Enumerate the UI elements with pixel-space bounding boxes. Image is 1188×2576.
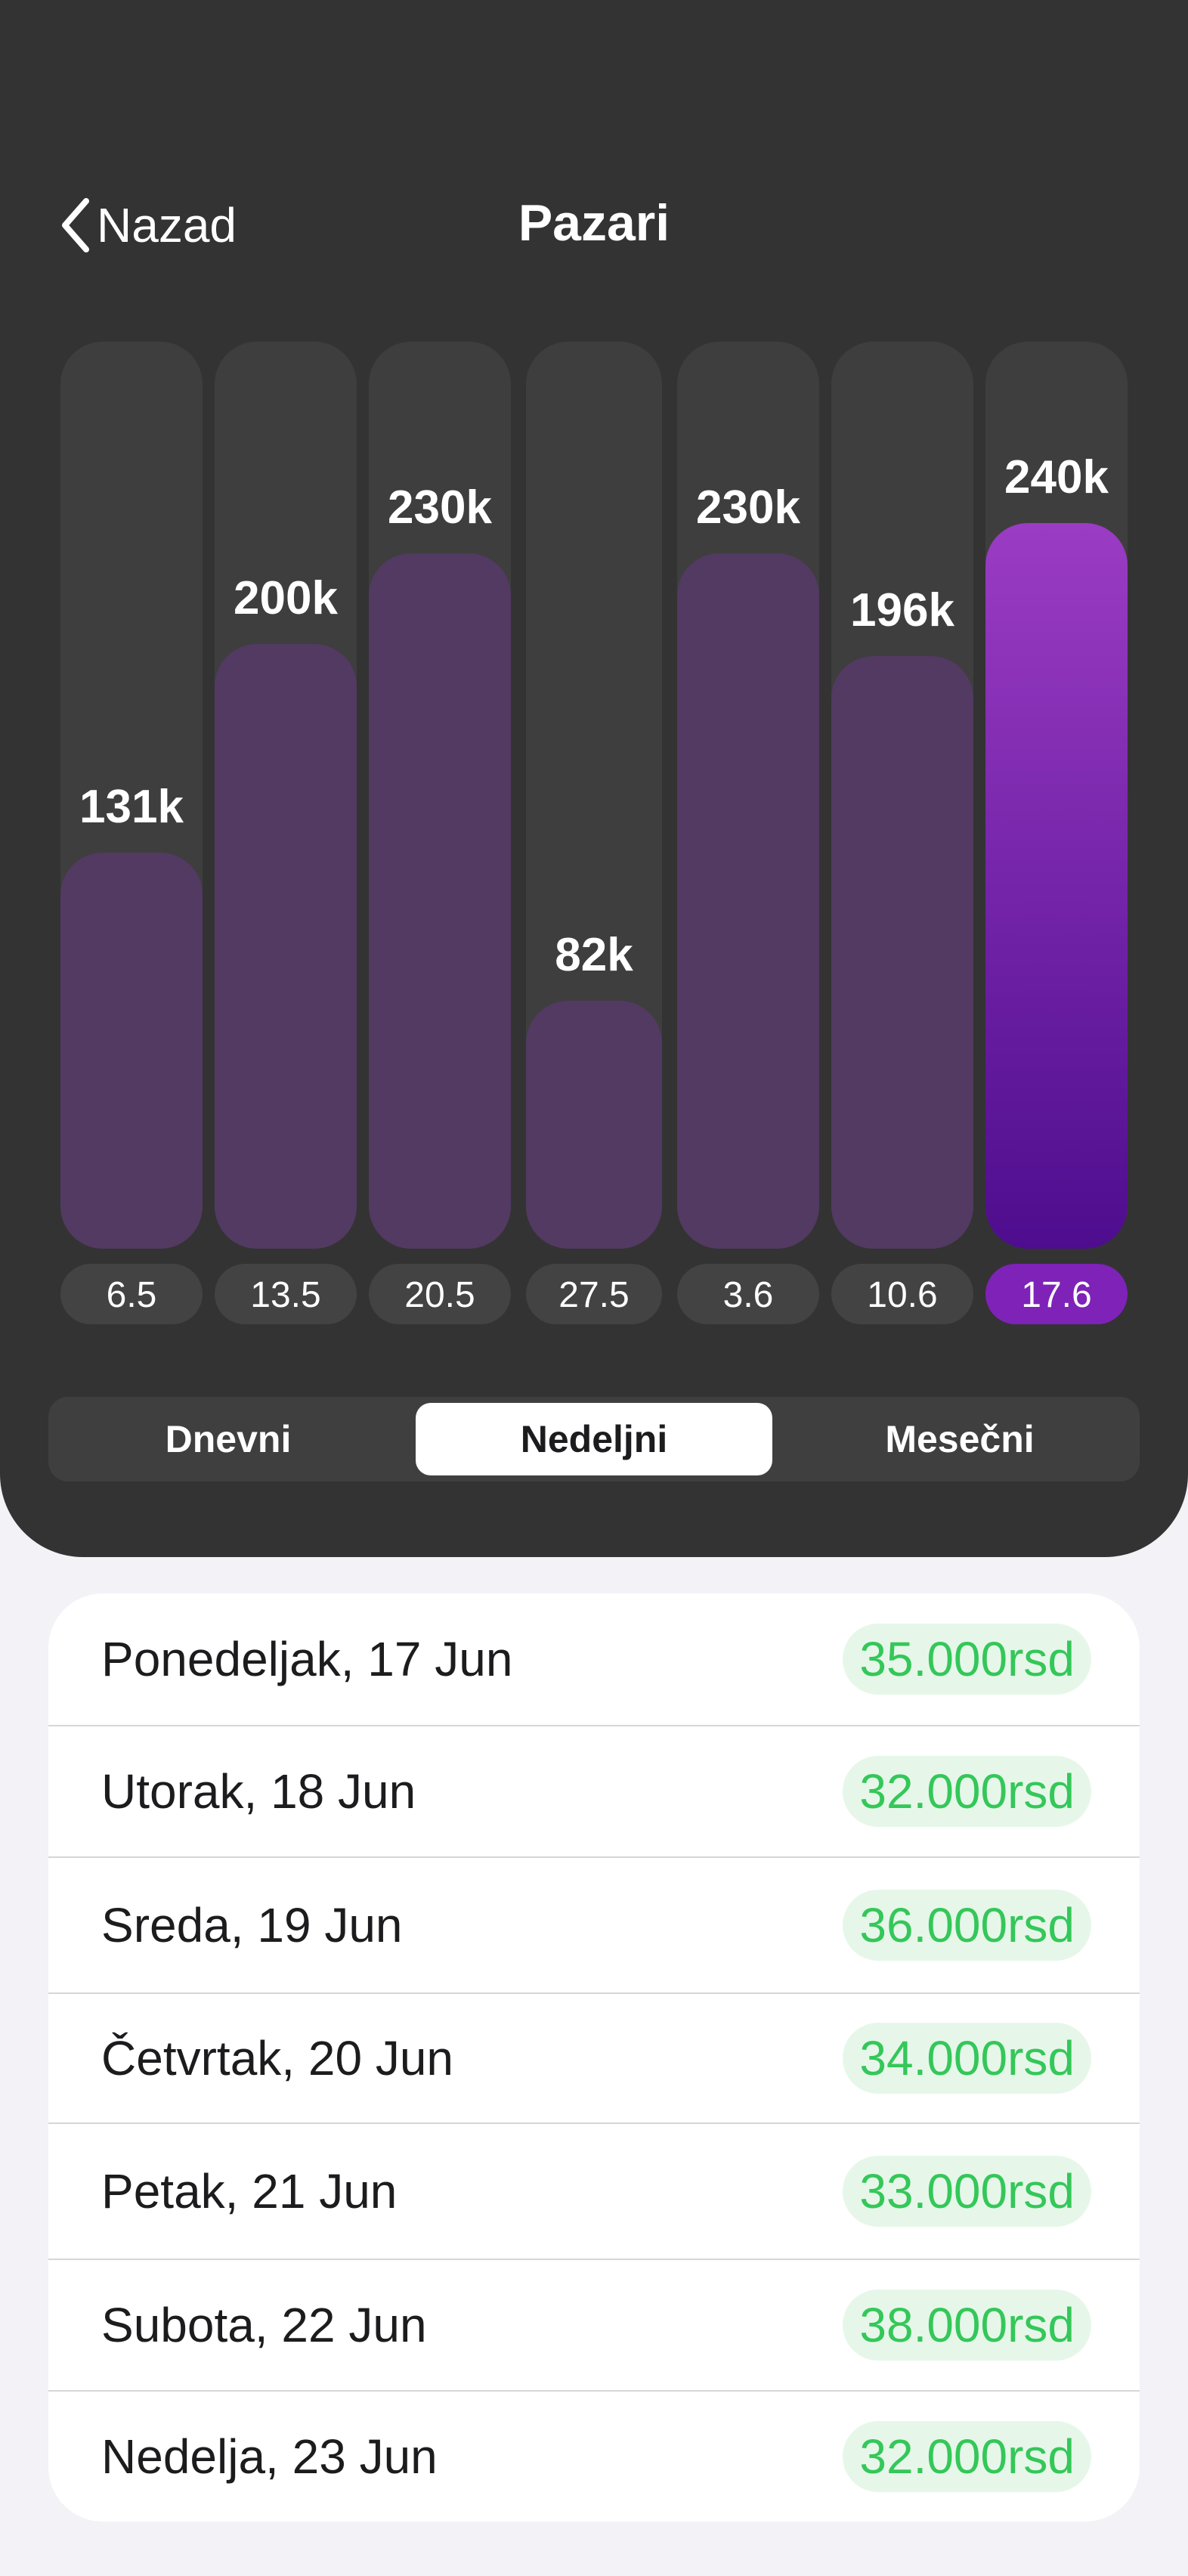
row-date: Četvrtak, 20 Jun bbox=[101, 2031, 453, 2085]
row-date: Nedelja, 23 Jun bbox=[101, 2429, 438, 2484]
tick-pill bbox=[60, 1264, 203, 1324]
row-date: Utorak, 18 Jun bbox=[101, 1764, 416, 1819]
weekly-bar-chart: 131k 6.5 200k 13.5 230k 20.5 82k 27.5 230k 3.6 196… bbox=[60, 342, 1128, 1324]
bar-value-label: 200k bbox=[234, 572, 338, 624]
segment-mesecni[interactable]: Mesečni bbox=[885, 1418, 1035, 1460]
x-tick-label: 20.5 bbox=[404, 1275, 475, 1315]
bar-value-label: 230k bbox=[696, 481, 800, 534]
bar-value-label: 131k bbox=[79, 781, 184, 833]
divider bbox=[48, 1992, 1140, 1994]
bar-value-label: 240k bbox=[1004, 451, 1109, 503]
bar bbox=[60, 853, 203, 1249]
back-button[interactable]: Nazad bbox=[57, 195, 237, 255]
row-date: Ponedeljak, 17 Jun bbox=[101, 1632, 513, 1686]
amount-badge: 38.000rsd bbox=[843, 2290, 1091, 2361]
list-item[interactable]: Ponedeljak, 17 Jun 35.000rsd bbox=[48, 1593, 1140, 1725]
bar bbox=[215, 644, 357, 1249]
x-tick-label: 13.5 bbox=[250, 1275, 320, 1315]
x-tick-label: 17.6 bbox=[1021, 1275, 1091, 1315]
bar bbox=[526, 1001, 662, 1249]
list-item[interactable]: Nedelja, 23 Jun 32.000rsd bbox=[48, 2392, 1140, 2522]
list-item[interactable]: Utorak, 18 Jun 32.000rsd bbox=[48, 1726, 1140, 1856]
bar-value-label: 82k bbox=[555, 929, 633, 981]
list-item[interactable]: Petak, 21 Jun 33.000rsd bbox=[48, 2124, 1140, 2259]
chart-panel: Nazad Pazari 131k 6.5 200k 13.5 230k 20.5 82k 2… bbox=[0, 0, 1188, 1557]
tick-pill bbox=[526, 1264, 662, 1324]
period-segmented-control: Dnevni Nedeljni Mesečni bbox=[48, 1397, 1140, 1482]
bar-value-label: 196k bbox=[850, 584, 954, 636]
amount-badge: 35.000rsd bbox=[843, 1624, 1091, 1695]
page-title: Pazari bbox=[518, 194, 670, 252]
amount-badge: 36.000rsd bbox=[843, 1890, 1091, 1961]
row-date: Sreda, 19 Jun bbox=[101, 1898, 403, 1952]
divider bbox=[48, 1725, 1140, 1726]
amount-badge: 32.000rsd bbox=[843, 1756, 1091, 1827]
amount-badge: 33.000rsd bbox=[843, 2156, 1091, 2227]
divider bbox=[48, 2259, 1140, 2260]
chevron-left-icon bbox=[62, 198, 89, 252]
bar bbox=[831, 656, 973, 1249]
x-tick-label: 3.6 bbox=[723, 1275, 774, 1315]
x-tick-label: 27.5 bbox=[558, 1275, 629, 1315]
bar bbox=[369, 553, 511, 1249]
tick-pill bbox=[215, 1264, 357, 1324]
bar bbox=[677, 553, 819, 1249]
row-date: Petak, 21 Jun bbox=[101, 2164, 398, 2218]
bar-value-label: 230k bbox=[388, 481, 492, 534]
tick-pill bbox=[369, 1264, 511, 1324]
list-item[interactable]: Subota, 22 Jun 38.000rsd bbox=[48, 2260, 1140, 2390]
x-tick-label: 6.5 bbox=[107, 1275, 157, 1315]
x-tick-label: 10.6 bbox=[867, 1275, 937, 1315]
back-label: Nazad bbox=[97, 198, 237, 252]
segment-nedeljni[interactable]: Nedeljni bbox=[416, 1403, 772, 1475]
list-item[interactable]: Četvrtak, 20 Jun 34.000rsd bbox=[48, 1994, 1140, 2122]
bar bbox=[985, 523, 1128, 1249]
amount-badge: 32.000rsd bbox=[843, 2421, 1091, 2492]
daily-earnings-list: Ponedeljak, 17 Jun 35.000rsd Utorak, 18 … bbox=[48, 1593, 1140, 2522]
amount-badge: 34.000rsd bbox=[843, 2023, 1091, 2094]
segment-dnevni[interactable]: Dnevni bbox=[165, 1418, 292, 1460]
row-date: Subota, 22 Jun bbox=[101, 2298, 427, 2352]
list-item[interactable]: Sreda, 19 Jun 36.000rsd bbox=[48, 1858, 1140, 1992]
tick-pill bbox=[831, 1264, 973, 1324]
divider bbox=[48, 2390, 1140, 2392]
divider bbox=[48, 2122, 1140, 2124]
tick-pill bbox=[677, 1264, 819, 1324]
tick-pill bbox=[985, 1264, 1128, 1324]
divider bbox=[48, 1856, 1140, 1858]
